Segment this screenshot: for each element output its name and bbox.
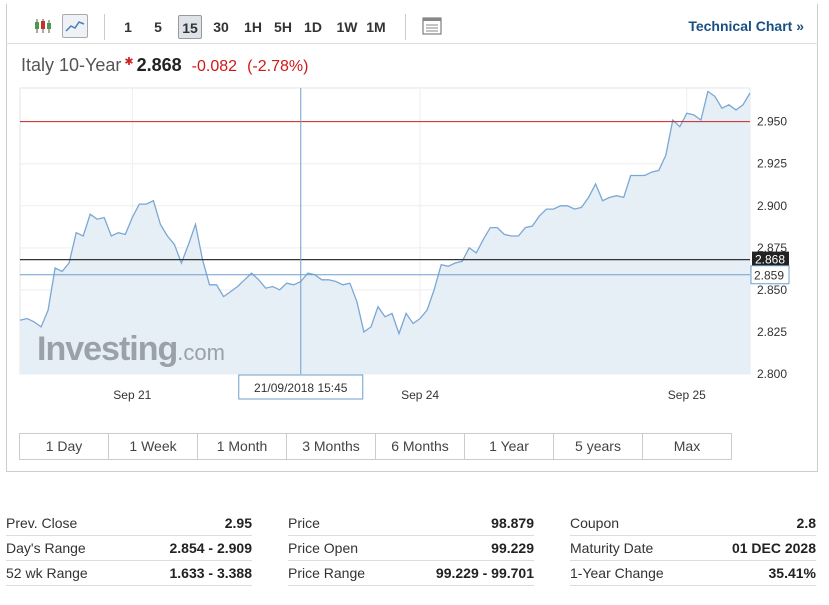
stat-value: 2.854 - 2.909	[169, 540, 252, 556]
stat-value: 01 DEC 2028	[731, 540, 816, 556]
stat-label: Price Open	[288, 540, 359, 556]
crosshair-date-box	[238, 374, 364, 400]
series-area	[20, 91, 750, 375]
stat-value: 2.8	[796, 515, 816, 531]
period-1m[interactable]: 1M	[366, 19, 386, 35]
period-30[interactable]: 30	[213, 19, 229, 35]
stat-label: Prev. Close	[6, 515, 78, 531]
stat-label: Price Range	[288, 565, 366, 581]
y-tick-label: 2.950	[757, 115, 787, 129]
stat-row: 1-Year Change 35.41%	[570, 561, 816, 586]
range-button-1-day[interactable]: 1 Day	[20, 434, 109, 459]
x-tick-label: Sep 24	[401, 388, 439, 402]
stat-value: 98.879	[491, 515, 534, 531]
stats-column-3: Coupon 2.8 Maturity Date 01 DEC 2028 1-Year …	[570, 511, 816, 586]
y-tick-label: 2.850	[757, 283, 787, 297]
stat-label: 52 wk Range	[6, 565, 88, 581]
range-button-1-year[interactable]: 1 Year	[465, 434, 554, 459]
stat-row: Day's Range 2.854 - 2.909	[6, 536, 252, 561]
stat-value: 99.229 - 99.701	[435, 565, 534, 581]
crosshair-price-label: 2.859	[754, 269, 784, 283]
chart-toolbar: 1 5 15 30 1H 5H 1D 1W 1M Technical Chart »	[6, 4, 818, 44]
period-5h[interactable]: 5H	[274, 19, 292, 35]
range-button-6-months[interactable]: 6 Months	[376, 434, 465, 459]
stat-value: 2.95	[224, 515, 252, 531]
settings-panel-icon[interactable]	[419, 14, 445, 38]
y-tick-label: 2.825	[757, 325, 787, 339]
last-price-tag-label: 2.868	[755, 253, 785, 267]
stat-row: 52 wk Range 1.633 - 3.388	[6, 561, 252, 586]
y-tick-label: 2.800	[757, 367, 787, 381]
price-change: -0.082	[191, 58, 238, 75]
crosshair-price-box	[750, 265, 790, 285]
stat-label: Coupon	[570, 515, 620, 531]
technical-chart-link[interactable]: Technical Chart »	[688, 18, 804, 34]
crosshair-date-label: 21/09/2018 15:45	[254, 381, 348, 395]
stats-column-2: Price 98.879 Price Open 99.229 Price Range 99…	[288, 511, 534, 586]
stat-row: Price Open 99.229	[288, 536, 534, 561]
x-tick-label: Sep 21	[113, 388, 151, 402]
stat-label: Day's Range	[6, 540, 86, 556]
stat-label: Price	[288, 515, 320, 531]
instrument-name: Italy 10-Year	[21, 55, 122, 75]
period-1[interactable]: 1	[124, 19, 132, 35]
y-tick-label: 2.900	[757, 199, 787, 213]
period-15[interactable]: 15	[178, 15, 202, 39]
range-button-1-month[interactable]: 1 Month	[198, 434, 287, 459]
stat-row: Maturity Date 01 DEC 2028	[570, 536, 816, 561]
series-line	[19, 90, 751, 336]
stat-label: 1-Year Change	[570, 565, 664, 581]
investing-watermark: Investing.com	[37, 330, 225, 368]
stat-row: Price 98.879	[288, 511, 534, 536]
candlestick-chart-icon[interactable]	[30, 14, 56, 38]
y-tick-label: 2.875	[757, 241, 787, 255]
chart-widget-frame	[6, 4, 818, 472]
x-tick-label: Sep 25	[668, 388, 706, 402]
flag-star-icon: ✱	[124, 56, 134, 68]
line-chart-icon[interactable]	[62, 14, 88, 38]
period-5[interactable]: 5	[154, 19, 162, 35]
price-chart[interactable]: 2.800 2.825 2.850 2.875 2.900 2.925 2.950 Sep 2…	[0, 0, 829, 430]
range-button-5-years[interactable]: 5 years	[554, 434, 643, 459]
stat-value: 35.41%	[768, 565, 816, 581]
last-price-tag	[752, 251, 789, 267]
period-1h[interactable]: 1H	[244, 19, 262, 35]
price-change-percent: (-2.78%)	[247, 58, 309, 75]
time-range-bar: 1 Day 1 Week 1 Month 3 Months 6 Months 1 Year…	[19, 433, 732, 460]
stats-column-1: Prev. Close 2.95 Day's Range 2.854 - 2.909 5…	[6, 511, 252, 586]
stat-value: 1.633 - 3.388	[169, 565, 252, 581]
range-button-3-months[interactable]: 3 Months	[287, 434, 376, 459]
stat-row: Coupon 2.8	[570, 511, 816, 536]
period-1d[interactable]: 1D	[304, 19, 322, 35]
last-price: 2.868	[136, 55, 182, 75]
range-button-max[interactable]: Max	[673, 438, 701, 454]
stat-value: 99.229	[491, 540, 534, 556]
stat-label: Maturity Date	[570, 540, 654, 556]
instrument-header: Italy 10-Year ✱ 2.868 -0.082 (-2.78%)	[21, 55, 308, 76]
range-button-1-week[interactable]: 1 Week	[109, 434, 198, 459]
stat-row: Prev. Close 2.95	[6, 511, 252, 536]
y-tick-label: 2.925	[757, 157, 787, 171]
period-1w[interactable]: 1W	[336, 19, 358, 35]
stat-row: Price Range 99.229 - 99.701	[288, 561, 534, 586]
